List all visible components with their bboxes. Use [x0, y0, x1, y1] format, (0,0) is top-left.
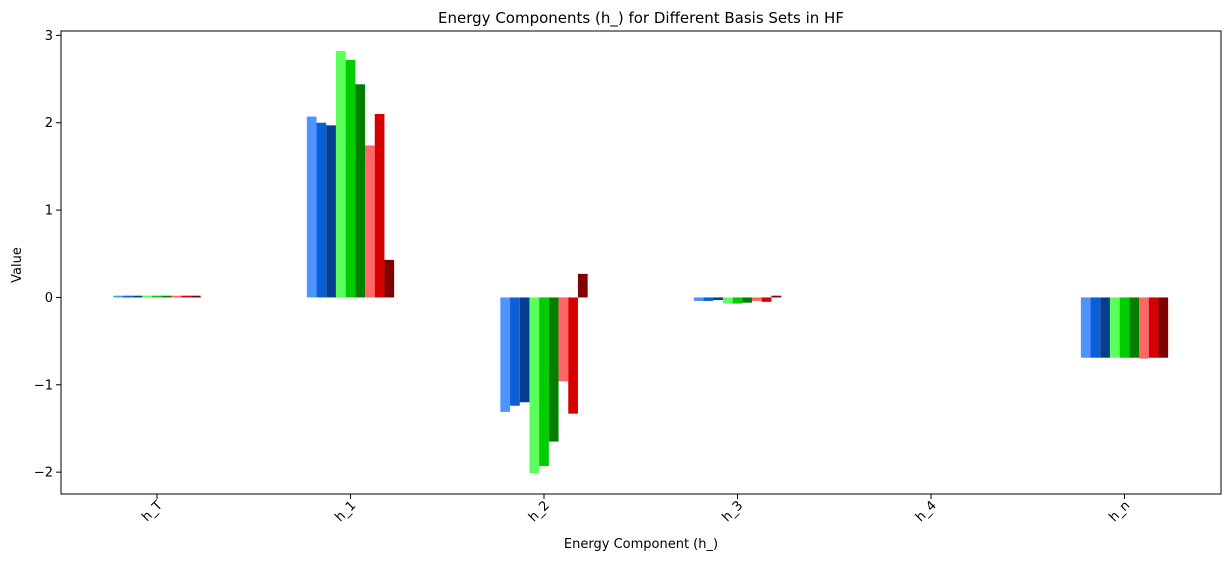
y-tick-label: 3 — [45, 29, 53, 44]
y-tick-label: −1 — [34, 378, 53, 393]
bar-h_T-series-7 — [171, 295, 182, 298]
bar-h_3-series-4 — [722, 297, 733, 304]
bar-h_2-series-1 — [500, 297, 511, 412]
x-tick-label: h_T — [139, 498, 166, 525]
x-tick-label: h_2 — [526, 498, 553, 525]
bar-h_T-series-3 — [132, 295, 143, 298]
bar-h_3-series-2 — [703, 297, 714, 301]
y-tick-label: 2 — [45, 116, 53, 131]
bar-h_3-series-8 — [761, 297, 772, 302]
bar-h_n-series-2 — [1090, 297, 1101, 358]
bar-h_1-series-8 — [374, 113, 385, 298]
plot-frame — [60, 30, 1222, 495]
bar-h_2-series-2 — [510, 297, 520, 406]
bar-h_n-series-7 — [1139, 297, 1149, 359]
bar-h_1-series-6 — [355, 84, 366, 298]
bar-h_2-series-3 — [519, 297, 530, 403]
bar-h_3-series-1 — [693, 297, 704, 301]
bar-h_3-series-7 — [752, 297, 762, 301]
bar-h_T-series-2 — [123, 295, 133, 298]
y-tick-label: −2 — [34, 466, 53, 481]
bar-h_n-series-6 — [1129, 297, 1140, 358]
bar-h_3-series-6 — [742, 297, 753, 303]
bar-h_n-series-1 — [1080, 297, 1091, 358]
y-ticks-group: −2 −1 0 1 2 3 — [34, 29, 61, 481]
bar-h_n-series-8 — [1148, 297, 1159, 358]
bar-h_n-series-4 — [1109, 297, 1120, 358]
bar-h_T-series-8 — [181, 295, 191, 298]
bar-h_3-series-3 — [713, 297, 723, 301]
bar-h_1-series-3 — [326, 125, 336, 298]
bar-h_3-series-5 — [732, 297, 743, 304]
bar-h_2-series-4 — [529, 297, 540, 474]
bar-h_n-series-9 — [1158, 297, 1169, 358]
x-tick-label: h_1 — [332, 498, 359, 525]
bar-h_1-series-7 — [365, 145, 375, 298]
bar-h_T-series-1 — [113, 295, 124, 298]
x-axis-label: Energy Component (h_) — [564, 537, 718, 552]
x-tick-label: h_4 — [913, 498, 940, 525]
bar-h_1-series-9 — [384, 259, 395, 298]
bar-h_1-series-4 — [335, 51, 346, 298]
bar-h_2-series-8 — [568, 297, 578, 414]
bar-h_T-series-6 — [161, 295, 172, 298]
bar-h_2-series-5 — [539, 297, 549, 467]
chart-title: Energy Components (h_) for Different Bas… — [438, 9, 844, 28]
bar-h_2-series-6 — [548, 297, 559, 442]
bar-h_1-series-2 — [316, 122, 327, 298]
bars-group — [113, 51, 1169, 474]
bar-h_1-series-5 — [345, 59, 356, 298]
bar-h_n-series-3 — [1100, 297, 1110, 358]
y-tick-label: 0 — [45, 291, 53, 306]
bar-h_T-series-4 — [142, 295, 153, 298]
bar-h_T-series-9 — [190, 295, 201, 298]
x-ticks-group: h_T h_1 h_2 h_3 h_4 h_n — [139, 494, 1133, 525]
y-axis-label: Value — [10, 247, 25, 283]
y-tick-label: 1 — [45, 204, 53, 219]
bar-h_2-series-9 — [577, 273, 588, 298]
bar-h_3-series-9 — [771, 295, 782, 298]
x-tick-label: h_3 — [719, 498, 746, 525]
bar-h_T-series-5 — [152, 295, 162, 298]
bar-h_n-series-5 — [1119, 297, 1130, 358]
x-tick-label: h_n — [1106, 498, 1133, 525]
bar-h_1-series-1 — [306, 116, 317, 298]
bar-h_2-series-7 — [558, 297, 569, 382]
